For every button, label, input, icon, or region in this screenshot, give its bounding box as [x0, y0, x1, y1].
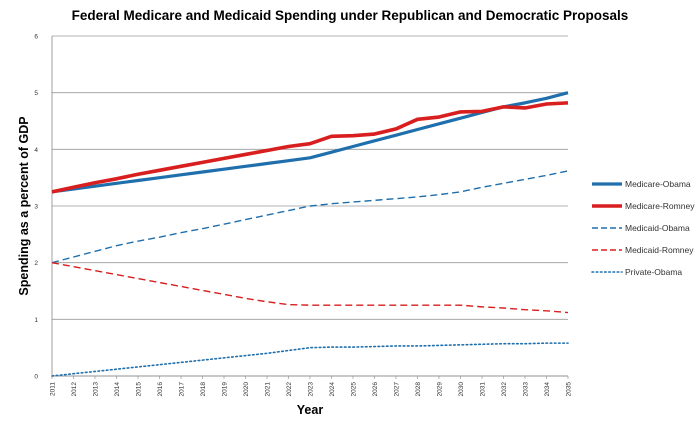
x-tick-label: 2019 [222, 382, 229, 397]
legend: Medicare-Obama Medicare-Romney Medicaid-Ob… [591, 179, 695, 277]
y-tick-label: 0 [34, 374, 38, 381]
series-line-private-obama [51, 342, 569, 377]
x-tick-label: 2026 [372, 382, 379, 397]
series-line-medicaid-obama [51, 170, 569, 264]
chart-title: Federal Medicare and Medicaid Spending u… [71, 8, 629, 23]
x-tick-label: 2029 [437, 382, 444, 397]
x-tick-label: 2023 [308, 382, 315, 397]
x-tick-label: 2020 [243, 382, 250, 397]
x-tick-label: 2017 [179, 382, 186, 397]
y-tick-label: 1 [34, 317, 38, 324]
x-tick-label: 2012 [71, 382, 78, 397]
x-tick-label: 2034 [544, 382, 551, 397]
x-tick-label: 2024 [329, 382, 336, 397]
legend-label-medicaid-obama: Medicaid-Obama [625, 223, 690, 233]
x-tick-label: 2032 [501, 382, 508, 397]
x-tick-label: 2033 [523, 382, 530, 397]
series-line-medicare-romney [51, 101, 569, 194]
y-axis-label: Spending as a percent of GDP [17, 116, 31, 295]
x-tick-label: 2015 [136, 382, 143, 397]
y-tick-label: 4 [34, 147, 38, 154]
series-lines [51, 91, 569, 377]
x-tick-label: 2011 [50, 382, 57, 396]
legend-label-medicare-romney: Medicare-Romney [625, 201, 695, 211]
x-tick-label: 2022 [286, 382, 293, 397]
x-axis-label: Year [297, 403, 324, 417]
x-tick-label: 2030 [458, 382, 465, 397]
x-tick-label: 2021 [265, 382, 272, 397]
x-tick-label: 2014 [114, 382, 121, 397]
x-tick-label: 2031 [480, 382, 487, 397]
legend-label-medicare-obama: Medicare-Obama [625, 179, 691, 189]
y-tick-label: 5 [34, 90, 38, 97]
x-tick-label: 2035 [566, 382, 573, 397]
y-tick-label: 6 [34, 34, 38, 41]
series-line-medicaid-romney [51, 261, 569, 314]
x-tick-label: 2013 [93, 382, 100, 397]
axes: 0 1 2 3 4 5 6 2011 2012 2013 2014 2015 2016 2017 2018 2… [34, 34, 572, 397]
x-tick-label: 2025 [351, 382, 358, 397]
y-tick-label: 3 [34, 204, 38, 211]
x-tick-label: 2028 [415, 382, 422, 397]
x-tick-label: 2027 [394, 382, 401, 397]
x-tick-label: 2016 [157, 382, 164, 397]
y-tick-label: 2 [34, 260, 38, 267]
x-tick-label: 2018 [200, 382, 207, 397]
legend-label-medicaid-romney: Medicaid-Romney [625, 245, 694, 255]
legend-label-private-obama: Private-Obama [625, 267, 682, 277]
